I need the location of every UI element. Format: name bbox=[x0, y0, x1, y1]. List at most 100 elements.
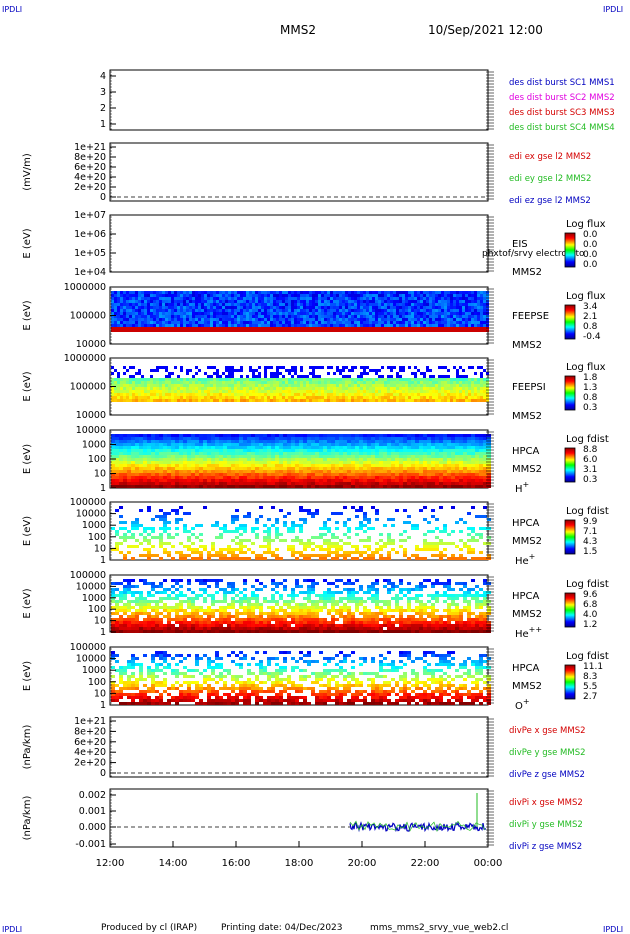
spectrogram-cell bbox=[276, 312, 279, 315]
spectrogram-cell bbox=[111, 455, 115, 458]
spectrogram-cell bbox=[402, 387, 405, 390]
spectrogram-cell bbox=[432, 297, 435, 300]
spectrogram-cell bbox=[459, 461, 463, 464]
spectrogram-cell bbox=[295, 470, 299, 473]
spectrogram-cell bbox=[336, 291, 339, 294]
spectrogram-cell bbox=[351, 399, 354, 402]
spectrogram-cell bbox=[275, 464, 279, 467]
spectrogram-cell bbox=[147, 470, 151, 473]
spectrogram-cell bbox=[151, 470, 155, 473]
spectrogram-cell bbox=[235, 473, 239, 476]
spectrogram-cell bbox=[396, 306, 399, 309]
spectrogram-cell bbox=[231, 443, 235, 446]
colorbar-tick-label: 1.8 bbox=[583, 373, 598, 383]
spectrogram-cell bbox=[258, 390, 261, 393]
spectrogram-cell bbox=[174, 321, 177, 324]
spectrogram-cell bbox=[155, 452, 159, 455]
spectrogram-cell bbox=[441, 291, 444, 294]
spectrogram-cell bbox=[351, 297, 354, 300]
spectrogram-cell bbox=[468, 297, 471, 300]
spectrogram-cell bbox=[171, 452, 175, 455]
spectrogram-cell bbox=[391, 452, 395, 455]
spectrogram-cell bbox=[363, 369, 366, 372]
spectrogram-cell bbox=[435, 312, 438, 315]
spectrogram-cell bbox=[411, 479, 415, 482]
spectrogram-cell bbox=[438, 399, 441, 402]
spectrogram-cell bbox=[327, 485, 331, 488]
spectrogram-cell bbox=[129, 366, 132, 369]
spectrogram-cell bbox=[267, 443, 271, 446]
spectrogram-cell bbox=[426, 378, 429, 381]
spectrogram-cell bbox=[276, 381, 279, 384]
spectrogram-cell bbox=[295, 458, 299, 461]
spectrogram-cell bbox=[282, 300, 285, 303]
spectrogram-cell bbox=[192, 381, 195, 384]
spectrogram-cell bbox=[285, 297, 288, 300]
spectrogram-cell bbox=[191, 434, 195, 437]
spectrogram-cell bbox=[451, 482, 455, 485]
y-tick-label: 100000 bbox=[70, 311, 106, 322]
spectrogram-cell bbox=[366, 366, 369, 369]
spectrogram-cell bbox=[179, 485, 183, 488]
spectrogram-cell bbox=[383, 461, 387, 464]
spectrogram-cell bbox=[399, 303, 402, 306]
spectrogram-cell bbox=[309, 399, 312, 402]
spectrogram-cell bbox=[291, 303, 294, 306]
spectrogram-cell bbox=[456, 315, 459, 318]
spectrogram-cell bbox=[405, 300, 408, 303]
spectrogram-cell bbox=[375, 315, 378, 318]
spectrogram-cell bbox=[414, 315, 417, 318]
spectrogram-cell bbox=[159, 396, 162, 399]
spectrogram-cell bbox=[115, 455, 119, 458]
spectrogram-cell bbox=[444, 297, 447, 300]
spectrogram-cell bbox=[299, 434, 303, 437]
spectrogram-cell bbox=[395, 434, 399, 437]
spectrogram-cell bbox=[339, 294, 342, 297]
spectrogram-cell bbox=[255, 297, 258, 300]
spectrogram-cell bbox=[279, 443, 283, 446]
spectrogram-cell bbox=[159, 464, 163, 467]
spectrogram-cell bbox=[131, 446, 135, 449]
spectrogram-cell bbox=[267, 291, 270, 294]
spectrogram-cell bbox=[165, 378, 168, 381]
spectrogram-cell bbox=[258, 309, 261, 312]
spectrogram-cell bbox=[279, 485, 283, 488]
spectrogram-cell bbox=[177, 399, 180, 402]
spectrogram-cell bbox=[419, 458, 423, 461]
spectrogram-cell bbox=[323, 485, 327, 488]
spectrogram-cell bbox=[357, 327, 360, 332]
spectrogram-cell bbox=[300, 309, 303, 312]
spectrogram-cell bbox=[117, 315, 120, 318]
spectrogram-cell bbox=[198, 315, 201, 318]
spectrogram-cell bbox=[276, 294, 279, 297]
spectrogram-cell bbox=[211, 434, 215, 437]
spectrogram-cell bbox=[366, 396, 369, 399]
colorbar-title: Log fdist bbox=[566, 434, 609, 445]
spectrogram-cell bbox=[360, 378, 363, 381]
spectrogram-cell bbox=[331, 437, 335, 440]
spectrogram-cell bbox=[147, 473, 151, 476]
spectrogram-cell bbox=[471, 294, 474, 297]
spectrogram-cell bbox=[351, 434, 355, 437]
spectrogram-cell bbox=[359, 461, 363, 464]
spectrogram-cell bbox=[120, 309, 123, 312]
spectrogram-cell bbox=[222, 327, 225, 332]
spectrogram-cell bbox=[115, 485, 119, 488]
spectrogram-cell bbox=[339, 393, 342, 396]
spectrogram-cell bbox=[150, 321, 153, 324]
spectrogram-cell bbox=[390, 381, 393, 384]
spectrogram-cell bbox=[391, 467, 395, 470]
spectrogram-cell bbox=[315, 470, 319, 473]
spectrogram-cell bbox=[435, 291, 438, 294]
spectrogram-cell bbox=[459, 312, 462, 315]
spectrogram-cell bbox=[411, 461, 415, 464]
spectrogram-cell bbox=[126, 393, 129, 396]
spectrogram-cell bbox=[252, 378, 255, 381]
spectrogram-cell bbox=[211, 485, 215, 488]
spectrogram-cell bbox=[264, 309, 267, 312]
spectrogram-cell bbox=[330, 366, 333, 369]
spectrogram-cell bbox=[186, 291, 189, 294]
spectrogram-cell bbox=[419, 479, 423, 482]
spectrogram-cell bbox=[486, 315, 489, 318]
spectrogram-cell bbox=[479, 434, 483, 437]
